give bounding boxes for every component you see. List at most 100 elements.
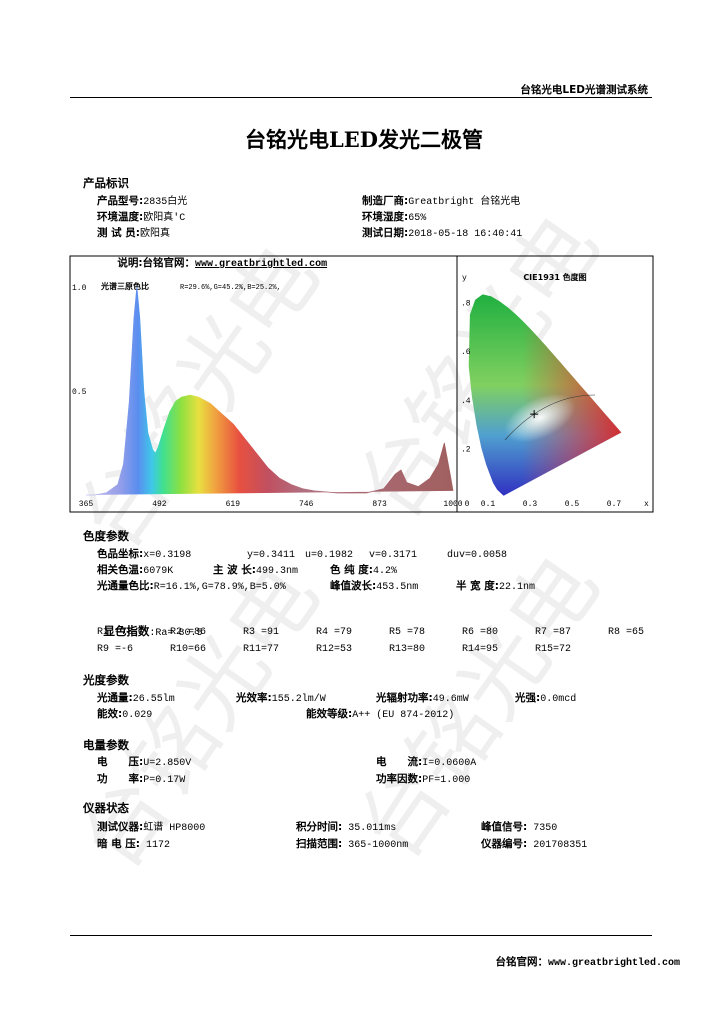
field-label: 光通量色比: [97,580,154,592]
field-label: 测 试 员: [97,227,141,239]
header-rule [70,97,652,98]
cri-item: R9 =-6 [97,644,134,655]
x-tick-label: 746 [299,500,314,509]
x-tick-label: 0.5 [565,500,580,509]
field: 产品型号:2835白光 [97,192,187,210]
x-tick-label: 0.7 [607,500,622,509]
field-label: 光强: [515,692,541,704]
cie-gamut [468,294,622,496]
x-tick-label: 873 [372,500,387,509]
spectrum-annotation: 光谱三原色比 [100,281,149,291]
field-label: 测试日期: [362,227,409,239]
field-label: 相关色温: [97,564,144,576]
cie-x-label: x [644,500,649,509]
x-tick-label: 0 [465,500,470,509]
field: 能效:0.029 [97,705,152,723]
field-value: 0.029 [122,710,153,721]
field: 测 试 员:欧阳真 [97,224,170,242]
footer: 台铭官网：www.greatbrightled.com [475,939,680,985]
field: 峰值波长:453.5nm [330,577,418,595]
field: duv=0.0058 [447,545,507,563]
field: 光辐射功率:49.6mW [376,689,469,707]
field-value: 453.5nm [376,582,419,593]
field-label: 电 流: [376,756,423,768]
x-tick-label: 0.3 [523,500,538,509]
field: 能效等级:A++ (EU 874-2012) [306,705,454,723]
x-tick-label: 492 [152,500,167,509]
field-value: 22.1nm [499,582,536,593]
field: 电 压:U=2.850V [97,753,191,771]
note-text: 台铭官网： [142,257,196,269]
field-value: 2018-05-18 16:40:41 [408,229,523,240]
field: 功 率:P=0.17W [97,770,185,788]
website-link[interactable]: www.greatbrightled.com [195,259,328,270]
field: v=0.3171 [369,545,417,563]
field-label: 功率因数: [376,773,423,785]
field-value: duv=0.0058 [447,550,508,561]
cri-item: R8 =65 [608,627,645,638]
field: 峰值信号: 7350 [481,818,557,836]
field-value: 365-1000nm [342,840,409,851]
field-label: 电 压: [97,756,144,768]
field: 光通量色比:R=16.1%,G=78.9%,B=5.0% [97,577,286,595]
section-heading: 色度参数 [83,529,129,543]
cie-white-region [504,393,576,443]
field: 暗 电 压: 1172 [97,835,170,853]
footer-rule [70,935,652,936]
field-label: 功 率: [97,773,144,785]
field: 电 流:I=0.0600A [376,753,476,771]
field-value: 0.0mcd [540,694,577,705]
field-value: U=2.850V [143,758,192,769]
cri-item: R14=95 [462,644,499,655]
section-heading: 仪器状态 [83,801,129,815]
field-label: 光辐射功率: [376,692,433,704]
field: 光强:0.0mcd [515,689,576,707]
field-value: 155.2lm/W [271,694,326,705]
field: u=0.1982 [305,545,353,563]
cri-item: R1 =78 [97,627,134,638]
cri-item: R3 =91 [243,627,280,638]
footer-link[interactable]: www.greatbrightled.com [547,958,680,969]
field-value: 欧阳真'C [143,213,186,224]
x-tick-label: 0.1 [481,500,496,509]
field-label: 扫描范围: [296,838,343,850]
field: 半 宽 度:22.1nm [456,577,535,595]
field: 测试仪器:虹谱 HP8000 [97,818,205,836]
field-label: 峰值波长: [330,580,377,592]
cri-item: R5 =78 [389,627,426,638]
y-tick-label: .8 [461,300,471,309]
ra-value: 80.5 [178,628,203,639]
field-label: 暗 电 压: [97,838,141,850]
cie-frame [456,255,654,513]
field: 相关色温:6079K [97,561,173,579]
cri-item: R10=66 [170,644,207,655]
field: 光通量:26.55lm [97,689,175,707]
note-row: 说明:台铭官网：www.greatbrightled.com [97,240,327,286]
section-heading: 电量参数 [83,738,129,752]
field-label: 制造厂商: [362,195,409,207]
field-value: 2835白光 [143,197,188,208]
field-value: v=0.3171 [369,550,418,561]
field-value: 欧阳真 [140,229,171,240]
field-value: y=0.3411 [247,550,296,561]
cri-item: R6 =80 [462,627,499,638]
cie-locus-red [468,294,622,496]
cri-item: R13=80 [389,644,426,655]
field-label: 峰值信号: [481,821,528,833]
field-value: u=0.1982 [305,550,354,561]
field: 主 波 长:499.3nm [213,561,298,579]
y-tick-label: .6 [461,348,471,357]
note-label: 说明: [117,257,143,269]
field-value: Greatbright 台铭光电 [408,197,521,208]
cie-title: CIE1931 色度图 [523,272,586,282]
field-value: 26.55lm [132,694,175,705]
field-label: 色品坐标: [97,548,144,560]
field-value: R=16.1%,G=78.9%,B=5.0% [153,582,286,593]
cri-item: R7 =87 [535,627,572,638]
field: y=0.3411 [247,545,295,563]
planckian-locus [504,394,596,441]
spectrum-rgb-ratio: R=29.6%,G=45.2%,B=25.2%, [180,284,281,292]
field: 环境湿度:65% [362,208,426,226]
field: 测试日期:2018-05-18 16:40:41 [362,224,522,242]
cri-item: R12=53 [316,644,353,655]
